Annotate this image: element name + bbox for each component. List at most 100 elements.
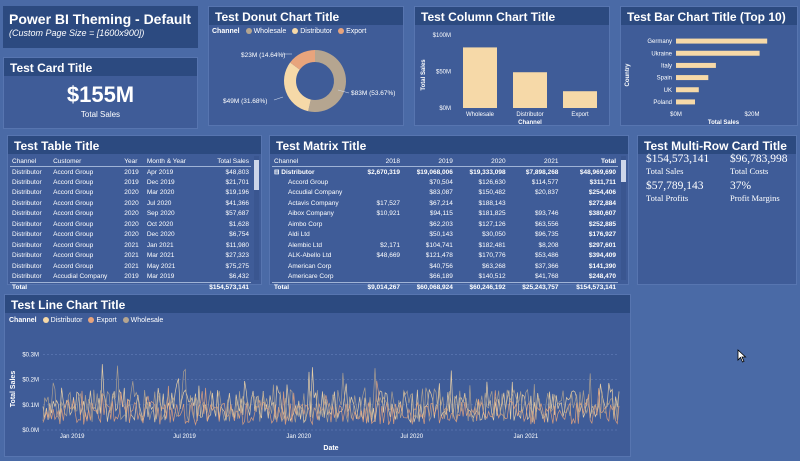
matrix-cell: $40,756	[429, 262, 453, 270]
legend-item-export[interactable]: Export	[346, 28, 367, 35]
column-bar[interactable]	[513, 72, 547, 108]
legend-item-wholesale[interactable]: Wholesale	[253, 28, 287, 35]
table-row[interactable]: Distributor Accord Group 2021 Mar 2021 $27,3…	[10, 251, 251, 262]
matrix-col-header[interactable]: 2019	[402, 156, 455, 167]
matrix-row[interactable]: American Corp $40,756 $63,268 $37,366 $141,3…	[272, 261, 618, 272]
bar-chart-visual[interactable]: Test Bar Chart Title (Top 10) Germany Ukr…	[620, 6, 798, 126]
matrix-row[interactable]: Aimbo Corp $62,203 $127,126 $63,556 $252,885	[272, 219, 618, 230]
table-cell: $11,980	[225, 241, 249, 249]
table-row[interactable]: Distributor Accord Group 2019 Apr 2019 $48,8…	[10, 167, 251, 178]
col-header[interactable]: Customer	[51, 156, 123, 167]
matrix-cell: $170,776	[478, 252, 506, 260]
matrix-cell: $248,470	[588, 273, 616, 280]
scrollbar-thumb[interactable]	[254, 160, 259, 190]
col-header[interactable]: Year	[122, 156, 145, 167]
card-label: Total Sales	[80, 110, 121, 119]
donut-slice-distributor[interactable]	[284, 62, 311, 112]
matrix-cell: Actavis Company	[288, 199, 339, 207]
matrix-scrollbar[interactable]	[621, 156, 626, 280]
matrix-cell	[354, 230, 402, 241]
table-row[interactable]: Distributor Accord Group 2021 May 2021 $75,2…	[10, 261, 251, 272]
bar-row[interactable]	[676, 87, 699, 93]
table-row[interactable]: Distributor Accord Group 2021 Jan 2021 $11,9…	[10, 240, 251, 251]
matrix-cell: Accord Group	[288, 178, 329, 186]
legend-title: Channel	[9, 317, 37, 324]
bar-row[interactable]	[676, 62, 716, 68]
matrix-row[interactable]: Aibox Company $10,921 $94,115 $181,825 $93,7…	[272, 209, 618, 220]
metric-label: Total Sales	[646, 166, 684, 176]
matrix-col-header[interactable]: 2021	[507, 156, 561, 167]
y-tick-label: Spain	[657, 76, 672, 82]
matrix-row[interactable]: Americare Corp $66,189 $140,512 $41,768 $248…	[272, 272, 618, 283]
matrix-row[interactable]: Aldi Ltd $50,143 $30,050 $96,735 $176,927	[272, 230, 618, 241]
donut-slice-wholesale[interactable]	[308, 50, 347, 112]
table-row[interactable]: Distributor Accord Group 2020 Mar 2020 $19,1…	[10, 188, 251, 199]
bar-row[interactable]	[676, 75, 709, 81]
multirow-card-visual[interactable]: Test Multi-Row Card Title $154,573,141 T…	[637, 135, 797, 285]
table-cell: 2019	[124, 168, 139, 176]
bar-row[interactable]	[676, 50, 760, 56]
legend-item-wholesale[interactable]: Wholesale	[130, 317, 164, 324]
y-tick-label: Italy	[661, 63, 672, 69]
line-series-export[interactable]	[42, 380, 620, 426]
line-title: Test Line Chart Title	[5, 295, 630, 313]
legend-item-distributor[interactable]: Distributor	[50, 317, 83, 324]
line-svg: $0.0M $0.1M $0.2M $0.3M Total Sales Date Jan 2…	[10, 353, 620, 452]
matrix-visual[interactable]: Test Matrix Title Channel 2018 2019 2020…	[269, 135, 629, 293]
table-row[interactable]: Distributor Accord Group 2020 Oct 2020 $1,62…	[10, 219, 251, 230]
matrix-cell: $252,885	[588, 220, 616, 228]
column-bar[interactable]	[563, 91, 597, 108]
y-axis-title: Total Sales	[421, 59, 427, 91]
table-row[interactable]: Distributor Accord Group 2019 Dec 2019 $21,7…	[10, 177, 251, 188]
matrix-cell: Aimbo Corp	[288, 220, 323, 228]
legend-item-export[interactable]: Export	[96, 317, 117, 324]
col-header[interactable]: Month & Year	[144, 156, 198, 167]
col-header[interactable]: Channel	[10, 156, 52, 167]
donut-chart-visual[interactable]: Test Donut Chart Title Channel Wholesale…	[208, 6, 404, 126]
matrix-row[interactable]: Actavis Company $17,527 $67,214 $188,143 $27…	[272, 198, 618, 209]
table-cell: May 2021	[146, 262, 176, 270]
matrix-row[interactable]: Accudial Company $83,087 $150,482 $20,837 $2…	[272, 188, 618, 199]
table-row[interactable]: Distributor Accudial Company 2019 Mar 2019 $…	[10, 272, 251, 283]
table-scrollbar[interactable]	[254, 156, 259, 280]
matrix-col-header[interactable]: Channel	[272, 156, 354, 167]
y-tick-label: $0.2M	[22, 378, 39, 384]
table-cell: Accord Group	[53, 210, 94, 218]
matrix-col-header[interactable]: 2020	[454, 156, 508, 167]
column-chart-visual[interactable]: Test Column Chart Title $0M $50M $100M Whol…	[414, 6, 610, 126]
line-chart-visual[interactable]: Test Line Chart Title Channel Distributo…	[4, 294, 631, 457]
metric-label: Profit Margins	[730, 193, 780, 203]
matrix-cell: $297,601	[588, 241, 616, 249]
matrix-cell: $83,087	[429, 189, 453, 197]
matrix-group-row[interactable]: ⊟ Distributor $2,670,319 $19,068,006 $19,33…	[272, 167, 618, 178]
legend-item-distributor[interactable]: Distributor	[300, 28, 333, 35]
matrix-cell	[354, 177, 402, 188]
matrix-row[interactable]: Accord Group $70,504 $126,630 $114,577 $311,…	[272, 177, 618, 188]
matrix-cell: $19,068,006	[416, 168, 453, 176]
table-cell: Distributor	[12, 199, 42, 207]
matrix-cell: Alembic Ltd	[288, 241, 322, 249]
donut-slice-export[interactable]	[290, 50, 315, 70]
card-visual[interactable]: Test Card Title $155M Total Sales	[3, 57, 198, 129]
matrix-cell: $176,927	[588, 231, 616, 239]
table-row[interactable]: Distributor Accord Group 2020 Sep 2020 $57,6…	[10, 209, 251, 220]
table-row[interactable]: Distributor Accord Group 2020 Jul 2020 $41,3…	[10, 198, 251, 209]
matrix-total-cell: $60,068,924	[402, 281, 455, 293]
matrix-col-header[interactable]: Total	[560, 156, 618, 167]
table-visual[interactable]: Test Table Title Channel Customer Year M…	[7, 135, 262, 293]
line-series-distributor[interactable]	[42, 364, 620, 424]
table-row[interactable]: Distributor Accord Group 2020 Dec 2020 $6,75…	[10, 230, 251, 241]
scrollbar-thumb[interactable]	[621, 160, 626, 182]
donut-legend: Channel Wholesale Distributor Export	[212, 28, 366, 35]
matrix-row[interactable]: Alembic Ltd $2,171 $104,741 $182,481 $8,208 $…	[272, 240, 618, 251]
table-cell: Accord Group	[53, 262, 94, 270]
column-bar[interactable]	[463, 47, 497, 108]
bar-row[interactable]	[676, 99, 695, 105]
matrix-row[interactable]: ALK-Abello Ltd $48,669 $121,478 $170,776 $53…	[272, 251, 618, 262]
col-header[interactable]: Total Sales	[197, 156, 251, 167]
matrix-cell: $63,268	[482, 262, 506, 270]
line-series-wholesale[interactable]	[42, 365, 620, 423]
bar-row[interactable]	[676, 38, 768, 44]
matrix-col-header[interactable]: 2018	[354, 156, 403, 167]
matrix-cell	[354, 219, 402, 230]
